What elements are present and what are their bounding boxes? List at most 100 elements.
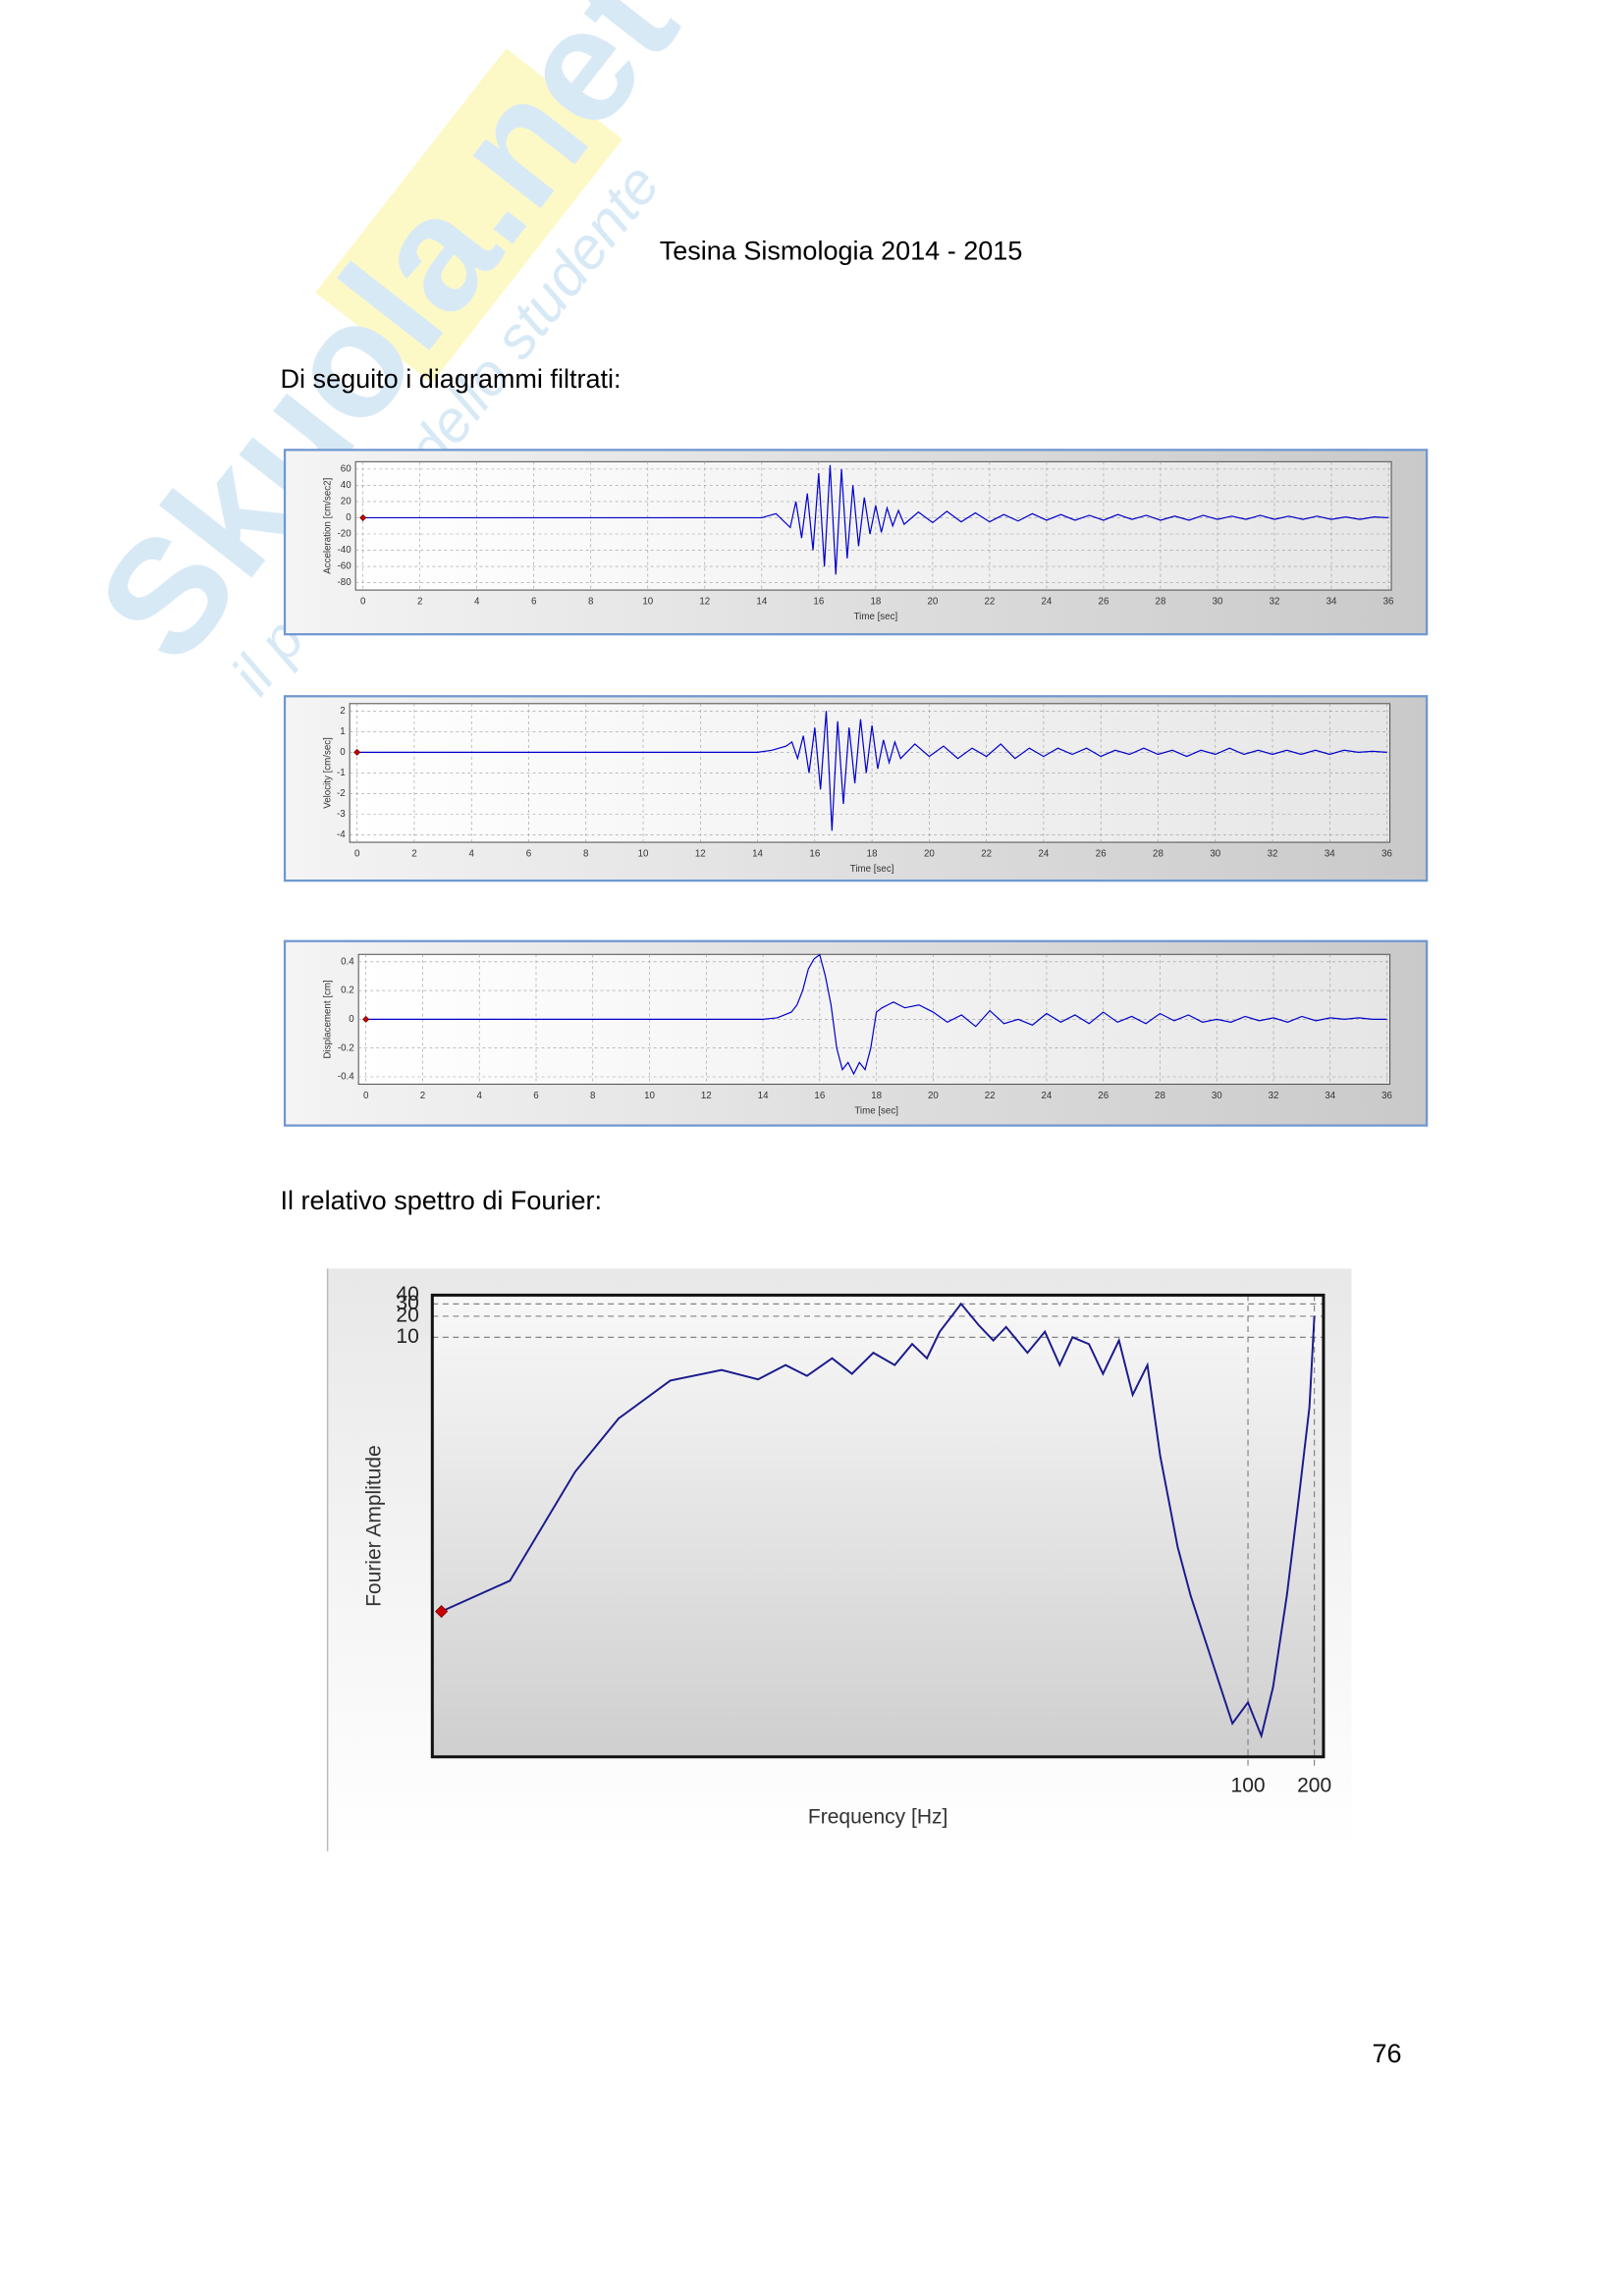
y-tick-label: 10 (396, 1325, 418, 1348)
x-tick-label: 24 (1038, 849, 1049, 860)
y-tick-label: 30 (396, 1292, 418, 1314)
x-tick-label: 30 (1213, 597, 1223, 608)
x-tick-label: 36 (1381, 1091, 1392, 1101)
x-tick-label: 28 (1153, 849, 1163, 860)
y-tick-label: -0.4 (338, 1072, 354, 1083)
y-tick-label: 0.2 (341, 986, 354, 996)
x-tick-label: 26 (1098, 1091, 1109, 1101)
x-tick-label: 32 (1269, 1091, 1279, 1101)
y-axis-label: Fourier Amplitude (363, 1445, 386, 1607)
x-tick-label: 36 (1383, 597, 1394, 608)
page-number: 76 (1373, 2039, 1402, 2068)
x-tick-label: 18 (867, 849, 878, 860)
y-tick-label: -3 (337, 809, 346, 820)
y-tick-label: -20 (338, 529, 352, 540)
y-tick-label: -0.2 (338, 1042, 354, 1053)
x-tick-label: 30 (1210, 849, 1220, 860)
x-tick-label: 24 (1042, 597, 1053, 608)
x-tick-label: 10 (644, 1091, 655, 1101)
start-marker (362, 1015, 370, 1023)
data-line (441, 1302, 1316, 1739)
y-axis-label: Displacement [cm] (323, 980, 334, 1058)
x-tick-label: 6 (526, 849, 531, 860)
x-tick-label: 6 (531, 597, 536, 608)
x-tick-label: 28 (1156, 597, 1166, 608)
x-tick-label: 34 (1325, 1091, 1335, 1101)
x-tick-label: 10 (642, 597, 653, 608)
x-axis-label: Time [sec] (854, 612, 898, 622)
x-tick-label: 2 (420, 1091, 425, 1101)
x-tick-label: 32 (1270, 597, 1280, 608)
y-tick-label: 40 (396, 1283, 418, 1306)
x-tick-label: 6 (533, 1091, 538, 1101)
x-tick-label: 4 (474, 597, 480, 608)
data-line (362, 464, 1389, 575)
y-tick-label: 40 (341, 480, 352, 491)
charts: 0 2 4 6 8 10 12 14 16 18 20 22 24 26 28 30 32 34 36-80-60-… (283, 449, 1429, 1851)
x-tick-label: 32 (1268, 849, 1278, 860)
header-title: Tesina Sismologia 2014 - 2015 (660, 236, 1023, 265)
x-tick-label: 22 (985, 1091, 996, 1101)
y-tick-label: 1 (340, 726, 345, 737)
y-tick-label: 60 (341, 463, 352, 474)
x-tick-label: 12 (701, 1091, 712, 1101)
x-tick-label: 14 (758, 1091, 769, 1101)
x-tick-label: 16 (813, 597, 824, 608)
y-tick-label: 0 (349, 1014, 354, 1025)
x-tick-label: 16 (814, 1091, 825, 1101)
data-line (365, 953, 1387, 1076)
x-tick-label: 28 (1155, 1091, 1165, 1101)
x-tick-label: 0 (354, 849, 360, 860)
x-tick-label: 26 (1099, 597, 1109, 608)
data-line (356, 711, 1387, 831)
x-tick-label: 18 (871, 1091, 882, 1101)
y-tick-label: 20 (341, 497, 352, 507)
x-tick-label: 20 (928, 1091, 939, 1101)
x-tick-label: 100 (1231, 1774, 1266, 1796)
x-tick-label: 24 (1042, 1091, 1053, 1101)
x-axis-label: Frequency [Hz] (808, 1805, 948, 1828)
x-tick-label: 16 (809, 849, 820, 860)
start-marker (353, 748, 361, 756)
x-tick-label: 30 (1212, 1091, 1222, 1101)
x-tick-label: 10 (638, 849, 649, 860)
y-tick-label: 0 (346, 512, 352, 523)
x-tick-label: 12 (695, 849, 706, 860)
x-tick-label: 8 (590, 1091, 595, 1101)
x-tick-label: 14 (752, 849, 763, 860)
y-tick-label: 2 (340, 706, 345, 717)
x-tick-label: 12 (699, 597, 710, 608)
x-tick-label: 36 (1381, 849, 1392, 860)
fourier-intro: Il relativo spettro di Fourier: (281, 1186, 603, 1215)
x-tick-label: 20 (924, 849, 935, 860)
x-tick-label: 34 (1325, 849, 1335, 860)
x-tick-label: 22 (984, 597, 995, 608)
x-tick-label: 14 (756, 597, 767, 608)
y-tick-label: -60 (338, 561, 352, 572)
x-axis-label: Time [sec] (854, 1106, 898, 1117)
watermark-box (315, 48, 622, 384)
x-tick-label: 8 (583, 849, 588, 860)
x-tick-label: 4 (468, 849, 474, 860)
y-tick-label: 20 (396, 1304, 418, 1326)
x-tick-label: 26 (1096, 849, 1107, 860)
x-tick-label: 0 (360, 597, 366, 608)
y-tick-label: -2 (337, 788, 346, 799)
x-tick-label: 8 (588, 597, 593, 608)
x-tick-label: 4 (477, 1091, 483, 1101)
x-tick-label: 22 (981, 849, 992, 860)
y-tick-label: -4 (337, 829, 346, 840)
plot-border (430, 1293, 1325, 1759)
y-tick-label: 0 (340, 747, 346, 758)
start-marker (435, 1605, 449, 1619)
x-tick-label: 18 (870, 597, 881, 608)
x-tick-label: 34 (1326, 597, 1337, 608)
y-tick-label: -80 (338, 577, 352, 588)
y-axis-label: Acceleration [cm/sec2] (323, 477, 334, 573)
plot-area (432, 1295, 1324, 1757)
start-marker (359, 513, 367, 521)
x-axis-label: Time [sec] (850, 864, 894, 875)
x-tick-label: 2 (417, 597, 422, 608)
intro-text: Di seguito i diagrammi filtrati: (281, 364, 622, 394)
